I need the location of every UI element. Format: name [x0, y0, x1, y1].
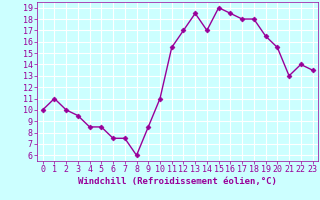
X-axis label: Windchill (Refroidissement éolien,°C): Windchill (Refroidissement éolien,°C) — [78, 177, 277, 186]
